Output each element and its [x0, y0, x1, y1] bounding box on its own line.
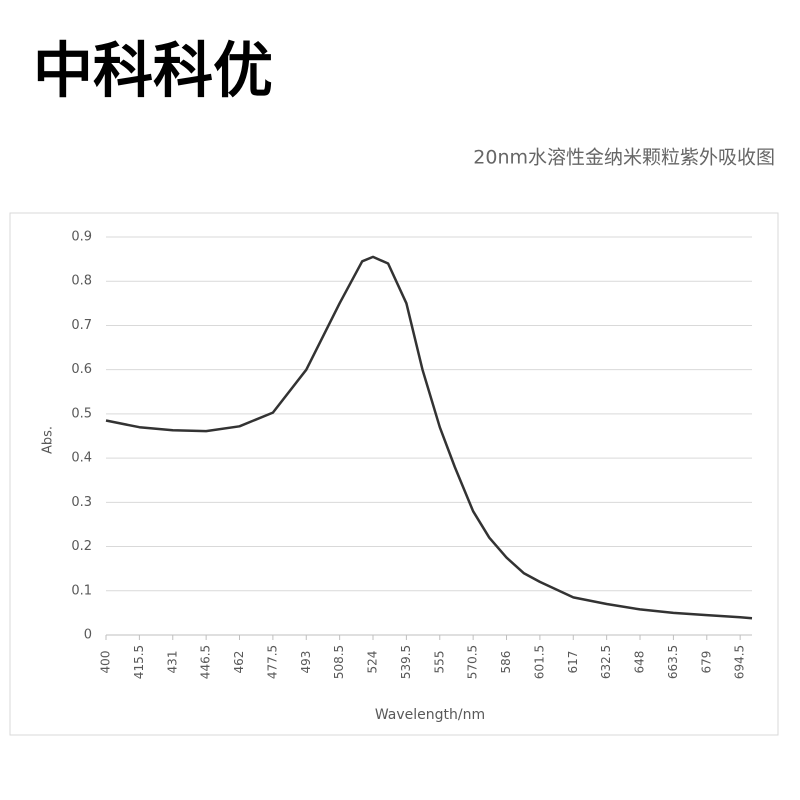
x-tick-label: 400 — [99, 651, 113, 674]
x-tick-label: 586 — [499, 651, 513, 674]
y-tick-label: 0.5 — [71, 406, 92, 421]
x-tick-label: 431 — [165, 651, 179, 674]
x-tick-label: 601.5 — [532, 645, 546, 679]
x-tick-label: 477.5 — [265, 645, 279, 679]
x-tick-label: 462 — [232, 651, 246, 674]
y-axis-label: Abs. — [41, 426, 56, 454]
x-axis-label: Wavelength/nm — [375, 707, 485, 723]
x-tick-label: 508.5 — [332, 645, 346, 679]
x-tick-label: 694.5 — [733, 645, 747, 679]
x-tick-label: 632.5 — [599, 645, 613, 679]
brand-title: 中科科优 — [33, 37, 273, 107]
y-tick-label: 0.3 — [71, 495, 92, 510]
x-tick-label: 570.5 — [466, 645, 480, 679]
x-tick-label: 446.5 — [199, 645, 213, 679]
y-tick-label: 0.7 — [71, 318, 92, 333]
x-tick-label: 539.5 — [399, 645, 413, 679]
x-tick-label: 493 — [299, 651, 313, 674]
x-tick-label: 663.5 — [666, 645, 680, 679]
y-tick-label: 0.2 — [71, 539, 92, 554]
x-tick-label: 617 — [566, 651, 580, 674]
y-tick-label: 0.4 — [71, 451, 92, 466]
line — [105, 255, 753, 620]
caption: 20nm水溶性金纳米颗粒紫外吸收图 — [473, 147, 775, 169]
y-tick-label: 0.6 — [71, 362, 92, 377]
x-tick-label: 648 — [633, 651, 647, 674]
y-tick-label: 0.9 — [71, 230, 92, 245]
x-tick-label: 555 — [432, 651, 446, 674]
x-tick-label: 524 — [366, 651, 380, 674]
x-tick-label: 679 — [699, 651, 713, 674]
y-tick-label: 0.1 — [71, 583, 92, 598]
y-tick-label: 0 — [84, 628, 92, 643]
x-tick-label: 415.5 — [132, 645, 146, 679]
y-tick-label: 0.8 — [71, 274, 92, 289]
chart-frame — [9, 212, 779, 736]
